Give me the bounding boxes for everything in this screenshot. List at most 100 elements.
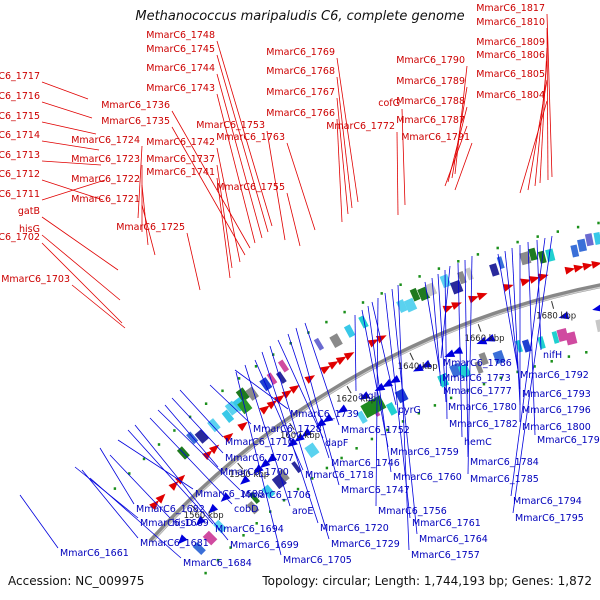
gene-feature-outer[interactable] <box>465 267 474 281</box>
forward-gene-arrow[interactable] <box>564 265 577 275</box>
gene-feature-inner[interactable] <box>537 336 546 350</box>
forward-gene-label[interactable]: MmarC6_1804 <box>476 90 545 101</box>
reverse-gene-arrow[interactable] <box>299 427 312 440</box>
forward-gene-label[interactable]: MmarC6_1711 <box>0 189 40 200</box>
reverse-gene-label[interactable]: MmarC6_1747 <box>341 485 410 496</box>
reverse-gene-label[interactable]: MmarC6_1786 <box>443 358 512 369</box>
reverse-gene-label[interactable]: MmarC6_1800 <box>522 422 591 433</box>
reverse-gene-arrow[interactable] <box>257 458 271 471</box>
forward-gene-arrow[interactable] <box>537 271 550 282</box>
forward-gene-label[interactable]: MmarC6_1741 <box>146 167 215 178</box>
forward-gene-label[interactable]: hisG <box>19 224 40 235</box>
gene-feature-inner[interactable] <box>492 349 506 365</box>
gene-feature-inner[interactable] <box>474 360 484 374</box>
gene-feature-outer[interactable] <box>570 244 580 258</box>
forward-gene-label[interactable]: MmarC6_1769 <box>266 47 335 58</box>
reverse-gene-label[interactable]: MmarC6_1757 <box>411 550 480 561</box>
forward-gene-label[interactable]: MmarC6_1713 <box>0 150 40 161</box>
forward-gene-arrow[interactable] <box>237 419 250 432</box>
forward-gene-label[interactable]: MmarC6_1763 <box>216 132 285 143</box>
forward-gene-label[interactable]: MmarC6_1768 <box>266 66 335 77</box>
reverse-gene-label[interactable]: MmarC6_1739 <box>290 409 359 420</box>
gene-feature-inner[interactable] <box>291 461 302 474</box>
gene-feature-inner[interactable] <box>213 519 227 534</box>
gene-feature-outer[interactable] <box>409 287 421 302</box>
forward-gene-label[interactable]: MmarC6_1809 <box>476 37 545 48</box>
reverse-gene-label[interactable]: MmarC6_1710 <box>225 437 294 448</box>
gene-feature-inner[interactable] <box>478 352 489 366</box>
reverse-gene-label[interactable]: MmarC6_1793 <box>522 389 591 400</box>
forward-gene-label[interactable]: MmarC6_1806 <box>476 50 545 61</box>
reverse-gene-label[interactable]: MmarC6_1681 <box>140 538 209 549</box>
forward-gene-arrow[interactable] <box>222 430 236 443</box>
reverse-gene-label[interactable]: MmarC6_1784 <box>470 457 539 468</box>
reverse-gene-label[interactable]: hisD <box>172 518 193 529</box>
gene-feature-inner[interactable] <box>445 371 458 387</box>
forward-gene-label[interactable]: MmarC6_1790 <box>396 55 465 66</box>
gene-feature-inner[interactable] <box>595 319 600 333</box>
reverse-gene-label[interactable]: dapF <box>325 438 348 449</box>
forward-gene-label[interactable]: MmarC6_1724 <box>71 135 140 146</box>
forward-gene-label[interactable]: MmarC6_1703 <box>1 274 70 285</box>
gene-feature-inner[interactable] <box>521 339 532 353</box>
reverse-gene-label[interactable]: MmarC6_1777 <box>443 386 512 397</box>
reverse-gene-arrow[interactable] <box>475 336 488 348</box>
gene-feature-outer[interactable] <box>424 282 438 297</box>
reverse-gene-label[interactable]: MmarC6_1794 <box>513 496 582 507</box>
gene-feature-outer[interactable] <box>457 270 467 285</box>
reverse-gene-arrow[interactable] <box>321 413 334 426</box>
gene-feature-outer[interactable] <box>513 259 525 273</box>
gene-feature-inner[interactable] <box>556 327 569 342</box>
forward-gene-label[interactable]: MmarC6_1755 <box>216 182 285 193</box>
forward-gene-label[interactable]: MmarC6_1748 <box>146 30 215 41</box>
reverse-gene-arrow[interactable] <box>483 333 496 345</box>
gene-feature-outer[interactable] <box>277 359 290 373</box>
forward-gene-label[interactable]: MmarC6_1737 <box>146 154 215 165</box>
reverse-gene-label[interactable]: MmarC6_1764 <box>419 534 488 545</box>
reverse-gene-label[interactable]: pyrG <box>398 405 421 416</box>
gene-feature-inner[interactable] <box>515 339 524 353</box>
forward-gene-label[interactable]: MmarC6_1715 <box>0 111 40 122</box>
forward-gene-arrow[interactable] <box>343 349 357 361</box>
reverse-gene-label[interactable]: MmarC6_1669 <box>140 518 209 529</box>
gene-feature-inner[interactable] <box>356 410 368 424</box>
reverse-gene-label[interactable]: MmarC6_1759 <box>390 447 459 458</box>
forward-gene-arrow[interactable] <box>259 402 272 415</box>
forward-gene-label[interactable]: MmarC6_1744 <box>146 63 215 74</box>
reverse-gene-arrow[interactable] <box>411 363 424 376</box>
reverse-gene-arrow[interactable] <box>443 349 456 360</box>
reverse-gene-arrow[interactable] <box>358 391 371 403</box>
gene-feature-outer[interactable] <box>235 387 250 403</box>
forward-gene-label[interactable]: MmarC6_1723 <box>71 154 140 165</box>
forward-gene-arrow[interactable] <box>155 491 169 504</box>
gene-feature-inner[interactable] <box>202 530 218 546</box>
forward-gene-label[interactable]: MmarC6_1745 <box>146 44 215 55</box>
forward-gene-label[interactable]: MmarC6_1722 <box>71 174 140 185</box>
forward-gene-arrow[interactable] <box>175 472 188 485</box>
gene-feature-outer[interactable] <box>584 233 594 247</box>
gene-feature-inner[interactable] <box>551 330 560 344</box>
forward-gene-arrow[interactable] <box>266 397 280 410</box>
forward-gene-arrow[interactable] <box>520 276 532 287</box>
reverse-gene-label[interactable]: hemC <box>464 437 492 448</box>
forward-gene-label[interactable]: cofG <box>378 98 400 109</box>
reverse-gene-arrow[interactable] <box>237 475 251 488</box>
reverse-gene-label[interactable]: MmarC6_1694 <box>215 524 284 535</box>
forward-gene-arrow[interactable] <box>327 358 341 370</box>
reverse-gene-label[interactable]: MmarC6_1707 <box>225 453 294 464</box>
forward-gene-label[interactable]: MmarC6_1712 <box>0 169 40 180</box>
forward-gene-arrow[interactable] <box>319 362 333 375</box>
gene-cluster-green[interactable] <box>360 395 387 419</box>
reverse-gene-arrow[interactable] <box>285 437 298 450</box>
forward-gene-label[interactable]: MmarC6_1817 <box>476 3 545 14</box>
reverse-gene-label[interactable]: nifH <box>543 350 562 361</box>
reverse-gene-label[interactable]: MmarC6_1729 <box>331 539 400 550</box>
reverse-gene-label[interactable]: MmarC6_1773 <box>442 373 511 384</box>
forward-gene-arrow[interactable] <box>529 273 541 284</box>
forward-gene-label[interactable]: MmarC6_1753 <box>196 120 265 131</box>
gene-feature-inner[interactable] <box>304 442 320 458</box>
reverse-gene-label[interactable]: MmarC6_1761 <box>412 518 481 529</box>
forward-gene-label[interactable]: MmarC6_1805 <box>476 69 545 80</box>
forward-gene-label[interactable]: MmarC6_1810 <box>476 17 545 28</box>
